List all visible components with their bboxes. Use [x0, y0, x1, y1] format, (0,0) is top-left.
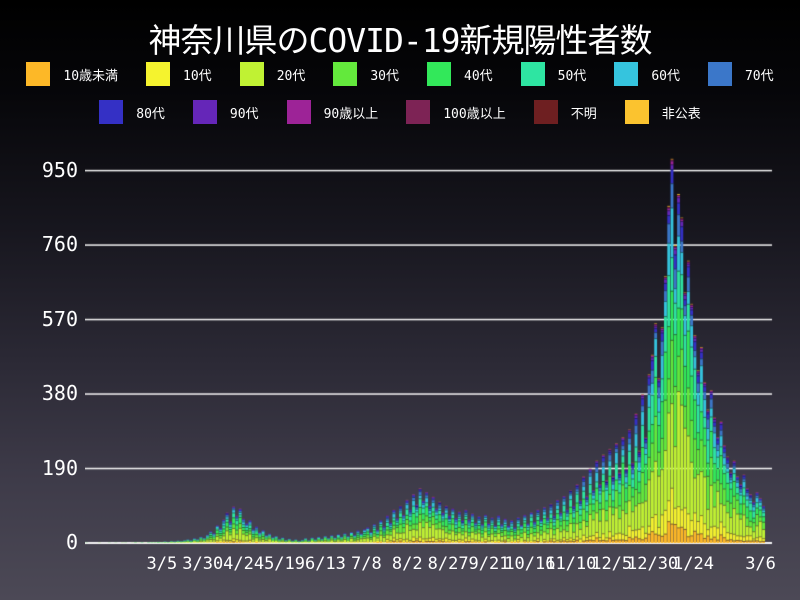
legend-swatch-icon [146, 62, 171, 86]
legend-row-1: 10歳未満 10代 20代 30代 40代 50代 60代 70代 [0, 62, 800, 86]
legend-item: 70代 [707, 62, 774, 86]
legend: 10歳未満 10代 20代 30代 40代 50代 60代 70代 80代 90代 90歳以上 10… [0, 62, 800, 124]
x-tick-label: 9/21 [468, 554, 510, 574]
x-tick-label: 3/30 [182, 554, 224, 574]
x-tick-label: 1/24 [673, 554, 714, 574]
legend-item: 20代 [239, 62, 306, 86]
x-tick-label: 3/5 [146, 554, 178, 574]
x-tick-label: 3/6 [745, 554, 776, 574]
legend-swatch-icon [333, 62, 358, 86]
legend-item: 90代 [192, 100, 259, 124]
legend-item: 不明 [533, 100, 597, 124]
legend-swatch-icon [286, 100, 311, 124]
y-tick-label: 190 [41, 455, 78, 480]
legend-label: 不明 [570, 106, 597, 122]
legend-label: 10代 [183, 68, 212, 84]
legend-item: 非公表 [624, 100, 701, 124]
x-tick-label: 8/2 [391, 554, 423, 574]
legend-swatch-icon [624, 100, 649, 124]
legend-label: 100歳以上 [443, 106, 506, 122]
legend-item: 100歳以上 [406, 100, 506, 124]
legend-swatch-icon [533, 100, 558, 124]
legend-label: 70代 [744, 68, 774, 84]
legend-row-2: 80代 90代 90歳以上 100歳以上 不明 非公表 [0, 100, 800, 124]
legend-item: 60代 [614, 62, 680, 86]
legend-label: 90歳以上 [323, 106, 379, 122]
legend-item: 40代 [427, 62, 493, 86]
legend-item: 80代 [99, 100, 165, 124]
x-tick-label: 8/27 [427, 554, 469, 574]
x-tick-label: 4/24 [223, 554, 265, 574]
legend-label: 40代 [464, 68, 493, 84]
x-tick-label: 10/16 [504, 554, 556, 574]
x-tick-label: 12/30 [626, 554, 679, 574]
x-tick-label: 7/8 [350, 554, 382, 574]
x-tick-label: 5/19 [264, 554, 306, 574]
legend-label: 50代 [557, 68, 587, 84]
legend-swatch-icon [192, 100, 217, 124]
chart-title: 神奈川県のCOVID-19新規陽性者数 [148, 21, 653, 60]
legend-swatch-icon [427, 62, 451, 86]
stacked-bar-plot [85, 143, 775, 547]
legend-label: 非公表 [661, 106, 701, 122]
legend-item: 10歳未満 [26, 62, 118, 86]
legend-item: 50代 [520, 62, 587, 86]
y-tick-label: 570 [41, 306, 78, 331]
legend-swatch-icon [99, 100, 124, 124]
legend-swatch-icon [26, 62, 51, 86]
legend-swatch-icon [520, 62, 545, 86]
legend-swatch-icon [239, 62, 264, 86]
legend-label: 80代 [136, 106, 165, 122]
legend-swatch-icon [406, 100, 431, 124]
y-tick-label: 760 [41, 232, 78, 257]
legend-item: 90歳以上 [286, 100, 379, 124]
y-tick-label: 950 [41, 157, 78, 182]
legend-label: 90代 [229, 106, 259, 122]
legend-label: 30代 [370, 68, 399, 84]
y-tick-label: 0 [65, 530, 78, 554]
x-tick-label: 11/10 [545, 554, 597, 574]
legend-item: 30代 [333, 62, 399, 86]
legend-swatch-icon [614, 62, 639, 86]
legend-label: 60代 [651, 68, 680, 84]
x-tick-label: 6/13 [304, 554, 346, 574]
legend-swatch-icon [707, 62, 732, 86]
legend-label: 20代 [276, 68, 306, 84]
y-tick-label: 380 [41, 381, 78, 406]
legend-label: 10歳未満 [63, 68, 119, 84]
legend-item: 10代 [146, 62, 212, 86]
x-tick-label: 12/5 [591, 554, 633, 574]
